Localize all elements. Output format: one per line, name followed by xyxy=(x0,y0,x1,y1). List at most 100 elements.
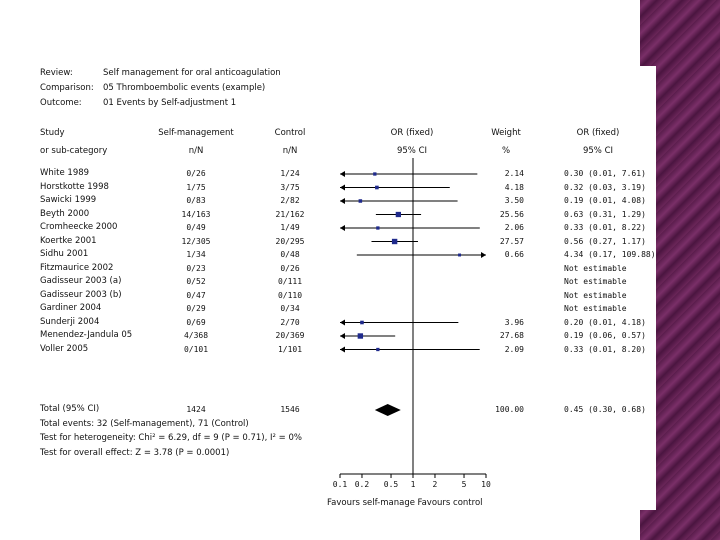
point-estimate xyxy=(376,226,380,230)
weight-value: 25.56 xyxy=(499,209,524,219)
footnote-events: Total events: 32 (Self-management), 71 (… xyxy=(40,419,249,429)
weight-value: 0.66 xyxy=(504,250,524,259)
control-nn: 3/75 xyxy=(280,182,300,192)
ci-arrow-left xyxy=(340,225,345,231)
weight-value: 27.68 xyxy=(499,331,524,340)
total-self: 1424 xyxy=(186,405,206,414)
control-nn: 2/82 xyxy=(280,196,300,205)
control-nn: 0/110 xyxy=(277,290,303,300)
comparison-value: 05 Thromboembolic events (example) xyxy=(103,83,266,93)
self-nn: 0/69 xyxy=(186,317,206,327)
self-nn: 0/47 xyxy=(186,290,206,300)
control-nn: 0/34 xyxy=(280,304,300,313)
self-nn: 12/305 xyxy=(181,236,211,246)
point-estimate xyxy=(375,185,379,190)
col-or-ci-2: 95% CI xyxy=(582,146,614,156)
review-value: Self management for oral anticoagulation xyxy=(103,68,281,78)
self-nn: 14/163 xyxy=(181,209,211,219)
study-name: Horstkotte 1998 xyxy=(40,181,109,192)
ci-arrow-left xyxy=(340,346,345,353)
or-ci-value: Not estimable xyxy=(564,277,627,286)
forest-plot-slide: Review: Self management for oral anticoa… xyxy=(18,66,656,510)
or-ci-value: 4.34 (0.17, 109.88) xyxy=(564,250,656,259)
study-name: Sunderji 2004 xyxy=(40,316,100,327)
point-estimate xyxy=(376,347,380,352)
x-tick-label: 0.1 xyxy=(332,480,348,489)
weight-value: 2.06 xyxy=(504,223,524,232)
control-nn: 1/24 xyxy=(280,169,300,178)
pooled-diamond xyxy=(374,404,401,416)
study-name: Gadisseur 2003 (a) xyxy=(40,276,122,286)
or-ci-value: Not estimable xyxy=(564,263,627,273)
footnote-heterogeneity: Test for heterogeneity: Chi² = 6.29, df … xyxy=(40,433,302,443)
x-tick-label: 0.2 xyxy=(354,480,370,489)
review-label: Review: xyxy=(40,68,73,78)
or-ci-value: 0.19 (0.06, 0.57) xyxy=(564,331,646,340)
col-or-ci: 95% CI xyxy=(396,146,428,156)
or-ci-value: 0.19 (0.01, 4.08) xyxy=(564,196,646,205)
or-ci-value: 0.20 (0.01, 4.18) xyxy=(564,317,646,327)
col-self: Self-management xyxy=(158,128,234,138)
or-ci-value: 0.33 (0.01, 8.22) xyxy=(564,223,646,232)
study-name: Sawicki 1999 xyxy=(40,195,97,205)
ci-arrow-left xyxy=(340,319,345,326)
control-nn: 20/295 xyxy=(275,236,305,246)
favours-left-label: Favours self-manage xyxy=(327,498,415,508)
total-control: 1546 xyxy=(280,405,300,414)
ci-arrow-left xyxy=(340,184,345,191)
or-ci-value: 0.30 (0.01, 7.61) xyxy=(564,169,646,178)
ci-arrow-left xyxy=(340,333,345,339)
favours-right-label: Favours control xyxy=(417,498,483,508)
weight-value: 3.50 xyxy=(504,196,524,205)
ci-arrow-left xyxy=(340,171,345,177)
x-tick-label: 0.5 xyxy=(383,480,399,489)
col-control: Control xyxy=(274,128,306,138)
study-name: Gadisseur 2003 (b) xyxy=(40,289,122,300)
point-estimate xyxy=(358,199,363,203)
or-ci-value: 0.32 (0.03, 3.19) xyxy=(564,182,646,192)
forest-plot-svg xyxy=(339,158,487,478)
col-or-fixed-2: OR (fixed) xyxy=(576,128,620,138)
self-nn: 1/34 xyxy=(186,250,206,259)
study-name: Cromheecke 2000 xyxy=(40,222,118,232)
or-ci-value: 0.63 (0.31, 1.29) xyxy=(564,209,646,219)
point-estimate xyxy=(395,211,401,218)
study-name: Gardiner 2004 xyxy=(40,303,102,313)
x-tick-label: 1 xyxy=(410,480,416,489)
control-nn: 0/111 xyxy=(277,277,303,286)
study-name: Fitzmaurice 2002 xyxy=(40,262,114,273)
col-study-sub: or sub-category xyxy=(40,146,108,156)
x-tick-label: 10 xyxy=(481,480,491,489)
total-weight: 100.00 xyxy=(495,405,524,414)
weight-value: 2.14 xyxy=(504,169,524,178)
control-nn: 2/70 xyxy=(280,317,300,327)
control-nn: 21/162 xyxy=(275,209,305,219)
col-self-sub: n/N xyxy=(188,146,204,156)
self-nn: 0/26 xyxy=(186,169,206,178)
self-nn: 0/83 xyxy=(186,196,206,205)
total-or-ci: 0.45 (0.30, 0.68) xyxy=(564,405,646,414)
outcome-label: Outcome: xyxy=(40,98,82,108)
study-name: Koertke 2001 xyxy=(40,235,97,246)
weight-value: 3.96 xyxy=(504,317,524,327)
control-nn: 20/369 xyxy=(275,331,305,340)
footnote-overall: Test for overall effect: Z = 3.78 (P = 0… xyxy=(40,448,230,458)
x-tick-label: 2 xyxy=(432,480,438,489)
study-name: White 1989 xyxy=(40,168,90,178)
study-name: Sidhu 2001 xyxy=(40,249,89,259)
self-nn: 0/23 xyxy=(186,263,206,273)
col-weight-sub: % xyxy=(501,146,511,156)
point-estimate xyxy=(458,253,462,257)
self-nn: 1/75 xyxy=(186,182,206,192)
total-label: Total (95% CI) xyxy=(40,404,100,414)
control-nn: 0/26 xyxy=(280,263,300,273)
self-nn: 0/52 xyxy=(186,277,206,286)
ci-arrow-right xyxy=(481,252,486,258)
ci-arrow-left xyxy=(340,198,345,204)
point-estimate xyxy=(373,172,377,176)
self-nn: 4/368 xyxy=(183,331,209,340)
col-control-sub: n/N xyxy=(282,146,298,156)
col-weight: Weight xyxy=(491,128,521,138)
study-name: Menendez-Jandula 05 xyxy=(40,330,133,340)
or-ci-value: Not estimable xyxy=(564,304,627,313)
